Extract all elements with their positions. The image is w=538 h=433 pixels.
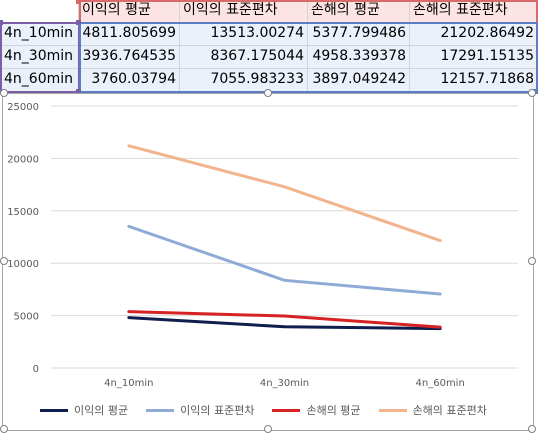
x-tick-label: 4n_10min bbox=[104, 378, 153, 389]
range-resize-handle[interactable] bbox=[76, 20, 81, 25]
legend-label: 손해의 평균 bbox=[306, 404, 361, 417]
legend-label: 이익의 표준편차 bbox=[180, 404, 255, 417]
y-tick-label: 5000 bbox=[14, 312, 39, 323]
data-cell[interactable]: 3760.03794 bbox=[79, 69, 180, 92]
y-tick-label: 20000 bbox=[7, 154, 39, 165]
row-label-cell[interactable]: 4n_10min bbox=[0, 23, 79, 46]
series-line bbox=[127, 144, 442, 243]
chart-resize-handle-bottom-left[interactable] bbox=[0, 425, 8, 433]
chart-resize-handle-left[interactable] bbox=[0, 257, 8, 265]
header-cell-loss-mean[interactable]: 손해의 평균 bbox=[308, 0, 410, 23]
data-cell[interactable]: 8367.175044 bbox=[180, 46, 308, 69]
corner-cell[interactable] bbox=[0, 0, 79, 23]
legend-swatch bbox=[40, 408, 68, 412]
legend-swatch bbox=[378, 408, 407, 412]
chart-legend[interactable]: 이익의 평균 이익의 표준편차 손해의 평균 손해의 표준편차 bbox=[40, 402, 505, 418]
x-tick-label: 4n_30min bbox=[260, 378, 309, 389]
y-tick-label: 10000 bbox=[7, 259, 39, 270]
row-label-cell[interactable]: 4n_60min bbox=[0, 69, 79, 92]
data-cell[interactable]: 3936.764535 bbox=[79, 46, 180, 69]
range-resize-handle[interactable] bbox=[76, 0, 81, 4]
legend-swatch bbox=[272, 408, 301, 412]
legend-item[interactable]: 이익의 표준편차 bbox=[146, 402, 254, 418]
header-cell-loss-std[interactable]: 손해의 표준편차 bbox=[410, 0, 538, 23]
chart-resize-handle-bottom[interactable] bbox=[264, 425, 272, 433]
data-cell[interactable]: 13513.00274 bbox=[180, 23, 308, 46]
data-cell[interactable]: 12157.71868 bbox=[410, 69, 538, 92]
header-cell-profit-mean[interactable]: 이익의 평균 bbox=[79, 0, 180, 23]
chart-resize-handle-bottom-right[interactable] bbox=[528, 425, 536, 433]
y-tick-label: 25000 bbox=[7, 102, 39, 113]
chart-resize-handle-top-left[interactable] bbox=[0, 89, 8, 97]
data-cell[interactable]: 4811.805699 bbox=[79, 23, 180, 46]
legend-label: 이익의 평균 bbox=[74, 404, 129, 417]
legend-item[interactable]: 이익의 평균 bbox=[40, 402, 128, 418]
x-tick-label: 4n_60min bbox=[416, 378, 465, 389]
legend-label: 손해의 표준편차 bbox=[412, 404, 487, 417]
data-cell[interactable]: 4958.339378 bbox=[308, 46, 410, 69]
data-cell[interactable]: 5377.799486 bbox=[308, 23, 410, 46]
chart-resize-handle-top[interactable] bbox=[264, 89, 272, 97]
legend-item[interactable]: 손해의 표준편차 bbox=[378, 402, 487, 418]
chart-resize-handle-top-right[interactable] bbox=[528, 89, 536, 97]
line-chart[interactable]: 0 5000 10000 15000 20000 25000 4n_10min 4n_30mi… bbox=[2, 93, 534, 431]
y-tick-label: 0 bbox=[33, 364, 39, 375]
series-line bbox=[127, 316, 442, 331]
data-cell[interactable]: 17291.15135 bbox=[410, 46, 538, 69]
y-tick-label: 15000 bbox=[7, 207, 39, 218]
range-resize-handle[interactable] bbox=[0, 20, 3, 25]
spreadsheet-range: 이익의 평균 이익의 표준편차 손해의 평균 손해의 표준편차 4n_10min… bbox=[0, 0, 538, 94]
data-cell[interactable]: 3897.049242 bbox=[308, 69, 410, 92]
chart-resize-handle-right[interactable] bbox=[528, 257, 536, 265]
legend-swatch bbox=[146, 408, 175, 412]
range-resize-handle[interactable] bbox=[76, 89, 81, 94]
data-cell[interactable]: 7055.983233 bbox=[180, 69, 308, 92]
header-cell-profit-std[interactable]: 이익의 표준편차 bbox=[180, 0, 308, 23]
series-line bbox=[127, 310, 442, 329]
series-line bbox=[127, 224, 442, 296]
data-cell[interactable]: 21202.86492 bbox=[410, 23, 538, 46]
chart-plot-area: 0 5000 10000 15000 20000 25000 4n_10min 4n_30mi… bbox=[7, 102, 518, 389]
row-label-cell[interactable]: 4n_30min bbox=[0, 46, 79, 69]
legend-item[interactable]: 손해의 평균 bbox=[272, 402, 361, 418]
